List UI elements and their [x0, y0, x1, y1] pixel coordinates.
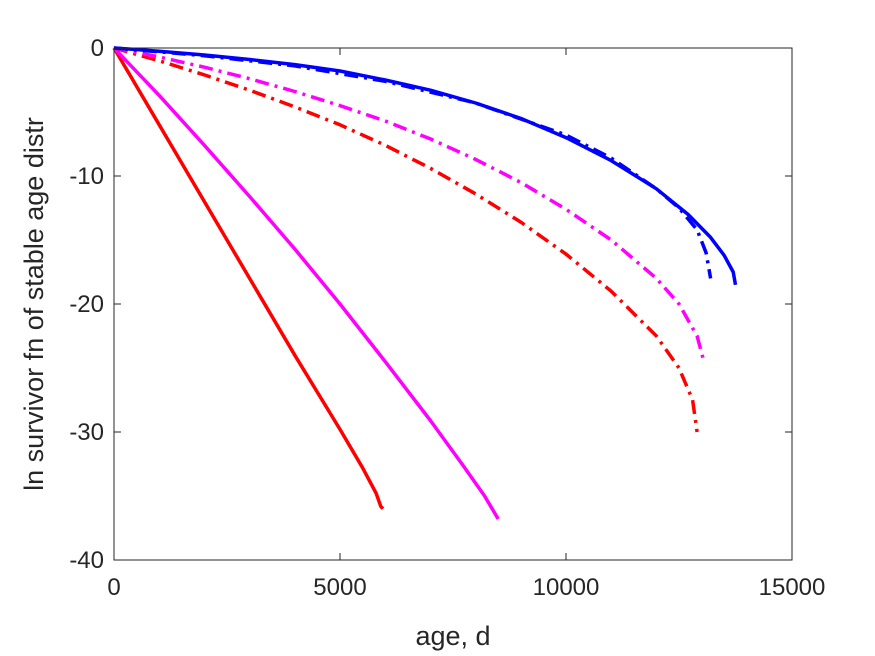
y-tick-label: -20	[69, 291, 104, 318]
series-layer	[112, 46, 738, 520]
x-tick-label: 0	[107, 574, 120, 601]
y-tick-label: -30	[69, 419, 104, 446]
y-tick-label: 0	[91, 35, 104, 62]
y-tick-label: -10	[69, 163, 104, 190]
x-tick-label: 15000	[759, 574, 826, 601]
series-line-4	[113, 46, 706, 363]
series-line-1	[112, 47, 385, 510]
series-line-6	[113, 46, 738, 286]
y-tick-label: -40	[69, 547, 104, 574]
x-axis-label: age, d	[415, 621, 490, 651]
ticks-layer	[113, 47, 793, 561]
x-tick-label: 10000	[533, 574, 600, 601]
x-tick-label: 5000	[313, 574, 366, 601]
plot-background	[114, 48, 792, 560]
y-axis-label: ln survivor fn of stable age distr	[19, 117, 49, 491]
series-line-2	[112, 46, 500, 520]
tick-labels-layer: 0 5000 10000 15000 0 -10 -20 -30 -40	[69, 35, 825, 601]
series-line-3	[113, 46, 699, 433]
